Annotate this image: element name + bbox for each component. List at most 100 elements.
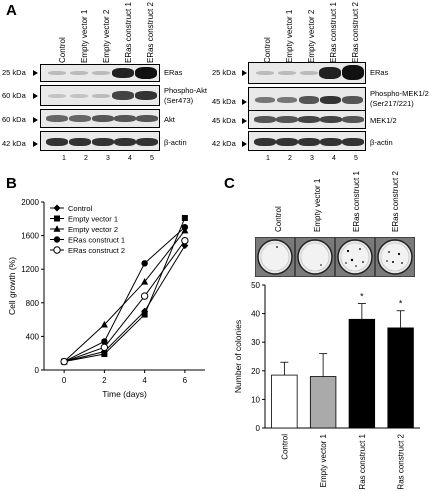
series-eras-construct-1 (60, 224, 189, 365)
data-point (181, 224, 189, 231)
legend-marker (53, 246, 61, 254)
lane-number: 4 (332, 155, 336, 162)
lane-number: 5 (354, 155, 358, 162)
dish-eras-construct-2 (376, 238, 414, 276)
arrow-icon (33, 70, 38, 76)
mw-label: 42 kDa (212, 139, 236, 148)
lane-number: 1 (62, 155, 66, 162)
series-line (63, 240, 186, 363)
mw-label: 25 kDa (212, 68, 236, 77)
mw-label: 25 kDa (2, 68, 26, 77)
x-tick-label: 6 (183, 376, 188, 385)
lane-number: 4 (128, 155, 132, 162)
mw-label: 60 kDa (2, 91, 26, 100)
x-tick-label: 4 (142, 376, 147, 385)
y-tick-label: 0 (35, 366, 40, 375)
arrow-icon (242, 141, 247, 147)
blot-strip (248, 131, 366, 151)
arrow-icon (33, 117, 38, 123)
panel-letter-a: A (6, 2, 17, 19)
y-tick-label: 1600 (21, 232, 39, 241)
x-axis-label: Time (days) (102, 389, 147, 399)
series-line (63, 226, 186, 363)
legend-marker (54, 215, 60, 222)
legend-marker (53, 204, 61, 212)
series-eras-construct-2 (60, 236, 189, 366)
data-point (101, 351, 108, 358)
dish-label: ERas construct 2 (391, 171, 400, 232)
lane-number: 5 (150, 155, 154, 162)
data-point (100, 343, 109, 352)
antibody-label-2: (Ser217/221) (370, 99, 414, 108)
lane-label: Empty vector 2 (102, 9, 111, 63)
y-tick-label: 50 (251, 281, 260, 290)
lane-number: 3 (310, 155, 314, 162)
significance-mark: * (399, 299, 403, 309)
y-tick-label: 1200 (21, 265, 39, 274)
lane-label: ERas construct 1 (124, 2, 133, 63)
dish-control (256, 238, 294, 276)
blot-strip (248, 62, 366, 84)
lane-number: 3 (106, 155, 110, 162)
bar (387, 327, 414, 429)
data-point (140, 292, 149, 300)
significance-mark: * (360, 292, 364, 302)
dish-label: Control (274, 206, 283, 232)
lane-number: 1 (266, 155, 270, 162)
antibody-label: Phospho-Akt (164, 86, 207, 95)
y-tick-label: 400 (26, 332, 40, 341)
legend-marker (53, 225, 61, 232)
y-tick-label: 40 (251, 310, 260, 319)
series-line (64, 245, 186, 363)
data-point (181, 236, 189, 245)
mw-label: 45 kDa (212, 97, 236, 106)
category-label: Empty vector 1 (319, 433, 328, 487)
growth-line-chart: 0 400 800 1200 1600 2000 0 2 4 6 Time (days) Cell g… (7, 198, 205, 399)
y-tick-label: 20 (251, 367, 260, 376)
antibody-label: Phospho-MEK1/2 (370, 89, 429, 98)
blot-strip (40, 64, 160, 82)
lane-label: ERas construct 2 (351, 2, 360, 63)
x-tick-label: 2 (102, 376, 107, 385)
arrow-icon (242, 99, 247, 105)
bar (348, 318, 376, 429)
legend-label: ERas construct 1 (68, 236, 125, 245)
antibody-label: MEK1/2 (370, 116, 397, 125)
colony-bar-chart: 0 10 20 30 40 50 Number of colonies Control Empt… (233, 281, 420, 490)
legend-label: ERas construct 2 (68, 246, 125, 255)
antibody-label: ERas (164, 68, 183, 77)
antibody-label: ERas (370, 68, 389, 77)
blot-strip (40, 85, 160, 106)
antibody-label-2: (Ser473) (164, 96, 194, 105)
series-line (64, 217, 186, 363)
y-tick-label: 30 (251, 338, 260, 347)
lane-number: 2 (84, 155, 88, 162)
data-point (181, 242, 189, 250)
antibody-label: β-actin (370, 138, 393, 147)
data-point (181, 214, 188, 221)
lane-label: ERas construct 1 (329, 2, 338, 63)
y-axis-label: Cell growth (%) (7, 257, 17, 315)
bar (309, 376, 337, 429)
dish-label: Empty vector 1 (313, 178, 322, 232)
category-label: Control (280, 434, 289, 460)
mw-label: 60 kDa (2, 115, 26, 124)
lane-label: Empty vector 1 (285, 9, 294, 63)
lane-label: ERas construct 2 (146, 2, 155, 63)
arrow-icon (242, 70, 247, 76)
arrow-icon (242, 118, 247, 124)
data-point (141, 311, 148, 318)
lane-number: 2 (288, 155, 292, 162)
blot-strip (40, 131, 160, 151)
legend-label: Control (68, 204, 93, 213)
dish-label: ERas construct 1 (352, 171, 361, 232)
y-tick-label: 800 (26, 299, 40, 308)
lane-label: Control (58, 37, 67, 63)
dish-images (255, 237, 415, 277)
panel-letter-c: C (224, 175, 235, 192)
lane-label: Control (263, 37, 272, 63)
data-point (101, 338, 108, 345)
y-tick-label: 10 (251, 395, 260, 404)
dish-eras-construct-1 (336, 238, 374, 276)
antibody-label: Akt (164, 115, 175, 124)
